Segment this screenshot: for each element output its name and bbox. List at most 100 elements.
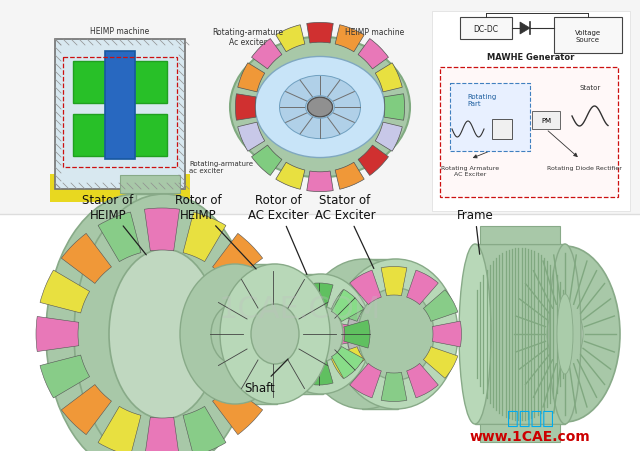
Ellipse shape <box>326 288 402 380</box>
Wedge shape <box>432 322 461 347</box>
Ellipse shape <box>557 295 573 374</box>
Text: Rotating
Part: Rotating Part <box>467 94 496 107</box>
Text: MAWHE Generator: MAWHE Generator <box>487 53 575 62</box>
Bar <box>362 259 398 409</box>
Bar <box>554 18 622 54</box>
Wedge shape <box>276 163 305 190</box>
Text: Rotating Diode Rectifier: Rotating Diode Rectifier <box>547 166 621 170</box>
Bar <box>120 175 180 193</box>
Ellipse shape <box>549 244 581 424</box>
Wedge shape <box>275 290 307 322</box>
Wedge shape <box>183 212 226 262</box>
Polygon shape <box>520 23 530 35</box>
Wedge shape <box>212 234 262 284</box>
Wedge shape <box>349 364 381 398</box>
Text: Rotating Armature
AC Exciter: Rotating Armature AC Exciter <box>441 166 499 176</box>
Text: HEIMP machine: HEIMP machine <box>90 28 150 37</box>
Wedge shape <box>145 208 180 251</box>
Wedge shape <box>98 406 141 451</box>
Bar <box>475 244 565 424</box>
Wedge shape <box>406 364 438 398</box>
Bar <box>432 12 630 212</box>
Wedge shape <box>384 95 404 121</box>
Bar <box>480 424 560 442</box>
Ellipse shape <box>271 274 371 394</box>
Wedge shape <box>424 290 458 322</box>
Wedge shape <box>307 23 333 44</box>
Ellipse shape <box>74 194 254 451</box>
Wedge shape <box>212 385 262 435</box>
Ellipse shape <box>306 97 334 119</box>
Bar <box>55 40 185 189</box>
Bar <box>63 58 177 168</box>
Wedge shape <box>381 373 407 401</box>
Wedge shape <box>275 347 307 379</box>
Text: Rotor of
HEIMP: Rotor of HEIMP <box>175 193 256 269</box>
Ellipse shape <box>267 306 311 362</box>
Bar <box>132 183 168 451</box>
Wedge shape <box>183 406 226 451</box>
Ellipse shape <box>81 249 191 419</box>
Ellipse shape <box>347 312 363 356</box>
Text: Frame: Frame <box>456 208 493 255</box>
Wedge shape <box>349 271 381 305</box>
Wedge shape <box>358 146 388 176</box>
Bar <box>440 68 618 198</box>
Ellipse shape <box>307 98 333 118</box>
Bar <box>73 62 167 104</box>
Bar <box>480 226 560 244</box>
Ellipse shape <box>211 304 259 364</box>
Text: 1CAE.COM: 1CAE.COM <box>219 295 381 324</box>
Wedge shape <box>252 146 282 176</box>
Bar <box>73 115 167 156</box>
Ellipse shape <box>547 304 583 364</box>
Text: Shaft: Shaft <box>244 359 288 394</box>
Ellipse shape <box>358 288 434 380</box>
Text: Stator: Stator <box>579 85 600 91</box>
Ellipse shape <box>46 194 226 451</box>
Text: DC-DC: DC-DC <box>474 24 499 33</box>
Wedge shape <box>234 355 284 398</box>
Wedge shape <box>307 172 333 192</box>
Bar <box>492 120 512 140</box>
Text: Rotating-armature
ac exciter: Rotating-armature ac exciter <box>189 161 253 174</box>
Wedge shape <box>252 40 282 70</box>
Wedge shape <box>40 355 90 398</box>
Wedge shape <box>236 95 256 121</box>
Wedge shape <box>330 347 365 378</box>
Bar <box>450 84 530 152</box>
Bar <box>0 215 640 451</box>
Wedge shape <box>330 290 365 322</box>
Ellipse shape <box>230 38 410 178</box>
Bar <box>287 274 323 394</box>
Bar <box>110 282 128 306</box>
Ellipse shape <box>459 244 491 424</box>
Ellipse shape <box>217 312 233 356</box>
Ellipse shape <box>302 259 426 409</box>
Bar <box>105 52 135 160</box>
Ellipse shape <box>510 246 620 422</box>
Ellipse shape <box>251 304 299 364</box>
Bar <box>136 194 164 451</box>
Wedge shape <box>276 26 305 53</box>
Ellipse shape <box>180 264 290 404</box>
Bar <box>225 312 355 356</box>
Wedge shape <box>335 26 364 53</box>
Wedge shape <box>36 317 79 352</box>
Text: Rotor of
AC Exciter: Rotor of AC Exciter <box>248 193 308 275</box>
Wedge shape <box>61 385 111 435</box>
Text: Rotating-armature
Ac exciter: Rotating-armature Ac exciter <box>212 28 284 47</box>
Wedge shape <box>245 317 288 352</box>
Wedge shape <box>145 417 180 451</box>
Text: HEIMP machine: HEIMP machine <box>346 28 404 37</box>
Wedge shape <box>40 271 90 313</box>
Ellipse shape <box>280 76 360 139</box>
Text: 仿真在线: 仿真在线 <box>506 408 554 427</box>
Text: Stator of
HEIMP: Stator of HEIMP <box>83 193 147 255</box>
Bar <box>50 175 190 202</box>
Ellipse shape <box>255 57 385 158</box>
Wedge shape <box>237 123 265 152</box>
Wedge shape <box>234 271 284 313</box>
Wedge shape <box>332 347 364 379</box>
Wedge shape <box>237 64 265 92</box>
